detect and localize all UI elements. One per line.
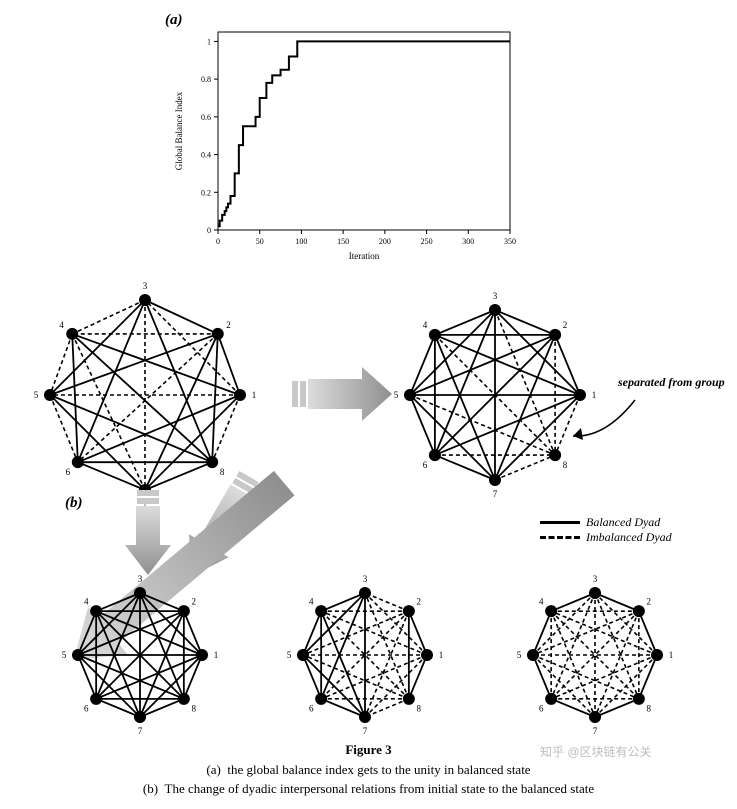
svg-text:3: 3 <box>363 574 368 584</box>
svg-text:50: 50 <box>256 237 264 246</box>
svg-text:0.6: 0.6 <box>201 113 211 122</box>
svg-text:5: 5 <box>517 650 522 660</box>
svg-text:4: 4 <box>309 596 314 606</box>
svg-text:4: 4 <box>539 596 544 606</box>
svg-text:150: 150 <box>337 237 349 246</box>
svg-text:0.4: 0.4 <box>201 151 211 160</box>
watermark: 知乎 @区块链有公关 <box>540 743 652 760</box>
svg-text:Iteration: Iteration <box>349 251 380 261</box>
svg-text:100: 100 <box>295 237 307 246</box>
caption-a: the global balance index gets to the uni… <box>227 762 530 777</box>
svg-text:Global Balance Index: Global Balance Index <box>174 91 184 170</box>
svg-text:8: 8 <box>191 704 196 714</box>
svg-text:6: 6 <box>309 704 314 714</box>
balance-index-chart: 0 50 100 150 200 250 300 350 0 0.2 0.4 0.6 0.8 1 Itera… <box>170 22 520 262</box>
svg-text:0: 0 <box>207 226 211 235</box>
svg-text:7: 7 <box>593 726 598 736</box>
caption-b: The change of dyadic interpersonal relat… <box>165 781 595 796</box>
graph-bottom-right: 1 2 3 4 5 6 7 8 <box>510 570 680 740</box>
svg-text:350: 350 <box>504 237 516 246</box>
svg-text:5: 5 <box>287 650 292 660</box>
svg-text:3: 3 <box>593 574 598 584</box>
svg-text:7: 7 <box>138 726 143 736</box>
svg-text:1: 1 <box>207 37 211 46</box>
svg-text:2: 2 <box>191 596 196 606</box>
svg-text:0.2: 0.2 <box>201 188 211 197</box>
svg-text:2: 2 <box>646 596 651 606</box>
svg-text:4: 4 <box>84 596 89 606</box>
svg-text:8: 8 <box>416 704 421 714</box>
svg-text:250: 250 <box>421 237 433 246</box>
graph-bottom-middle: 1 2 3 4 5 6 7 8 <box>280 570 450 740</box>
svg-text:3: 3 <box>138 574 143 584</box>
svg-text:300: 300 <box>462 237 474 246</box>
svg-text:0: 0 <box>216 237 220 246</box>
svg-text:0.8: 0.8 <box>201 75 211 84</box>
svg-text:5: 5 <box>62 650 67 660</box>
svg-text:2: 2 <box>416 596 421 606</box>
svg-text:6: 6 <box>84 704 89 714</box>
svg-text:6: 6 <box>539 704 544 714</box>
svg-text:1: 1 <box>439 650 444 660</box>
svg-text:7: 7 <box>363 726 368 736</box>
svg-text:1: 1 <box>669 650 674 660</box>
svg-text:200: 200 <box>379 237 391 246</box>
graph-bottom-left: 1 2 3 4 5 6 7 8 <box>55 570 225 740</box>
svg-text:1: 1 <box>214 650 219 660</box>
svg-text:8: 8 <box>646 704 651 714</box>
